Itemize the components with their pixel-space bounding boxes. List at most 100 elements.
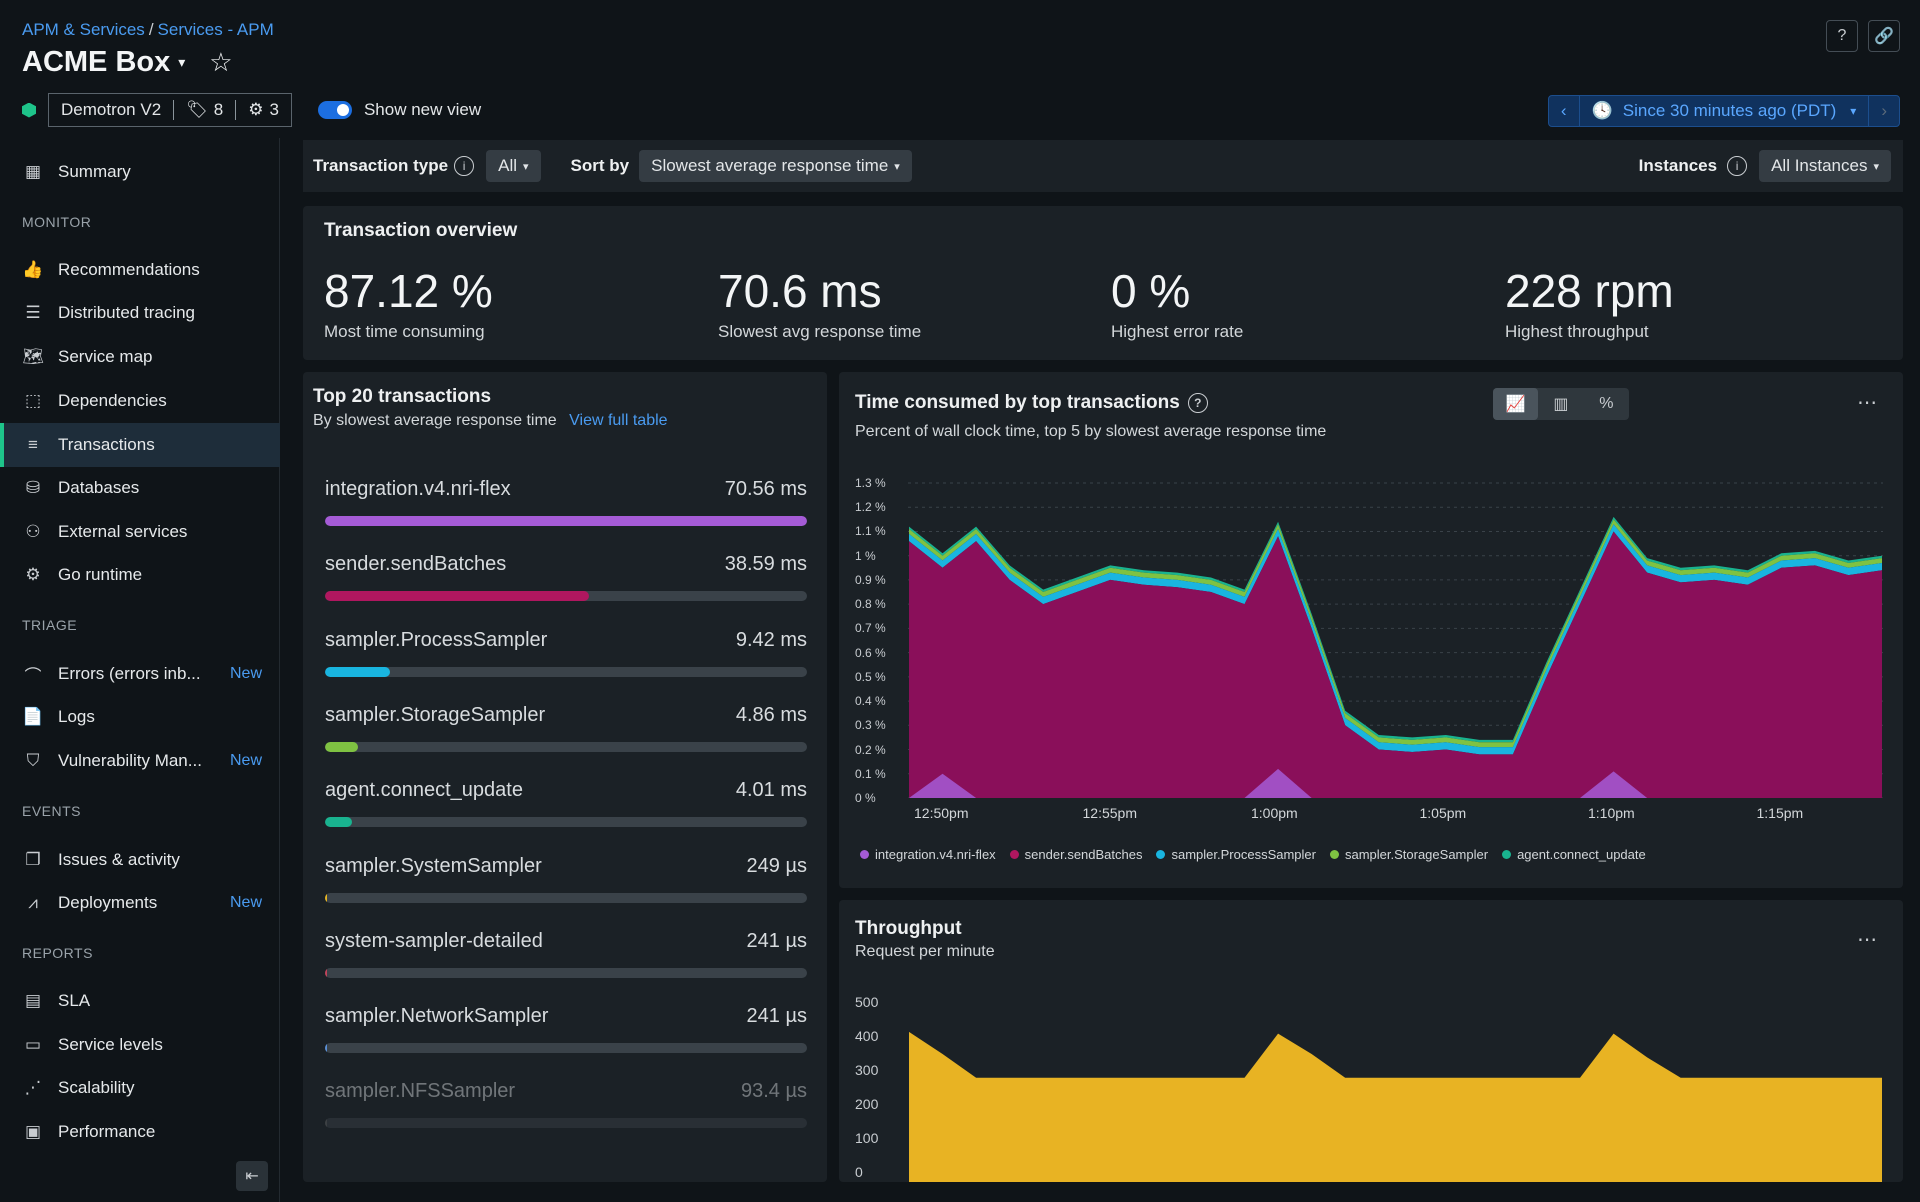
entity-box[interactable]: Demotron V2 🏷 8 ⚙ 3 <box>48 93 292 127</box>
list-item[interactable]: integration.v4.nri-flex 70.56 ms <box>325 478 807 526</box>
transaction-name: sampler.NFSSampler <box>325 1080 516 1103</box>
dependencies-icon: ⬚ <box>24 391 42 410</box>
list-item[interactable]: sampler.NetworkSampler 241 µs <box>325 1005 807 1054</box>
time-range-dropdown[interactable]: 🕓 Since 30 minutes ago (PDT) ▾ <box>1580 96 1870 126</box>
bar-chart-icon[interactable]: ▥ <box>1553 396 1569 413</box>
tags-count[interactable]: 8 <box>213 100 224 119</box>
collapse-sidebar-button[interactable]: ⇤ <box>236 1161 268 1191</box>
progress-fill <box>325 666 390 677</box>
sidebar-item-service-map[interactable]: 🗺 Service map <box>0 335 280 379</box>
y-tick-label: 1.3 % <box>855 476 886 490</box>
time-range-label: Since 30 minutes ago (PDT) <box>1622 101 1837 120</box>
series-area-sender-sendbatches[interactable] <box>909 531 1882 798</box>
percent-icon[interactable]: % <box>1599 395 1614 412</box>
y-tick-label: 0.3 % <box>855 718 886 733</box>
sidebar-item-label: Issues & activity <box>58 850 180 869</box>
chart-legend: integration.v4.nri-flex sender.sendBatche… <box>860 847 1646 862</box>
y-tick-label: 0.4 % <box>855 694 886 709</box>
metric-value: 70.6 ms <box>718 265 882 317</box>
help-icon[interactable]: ? <box>1187 393 1208 413</box>
list-item[interactable]: sender.sendBatches 38.59 ms <box>325 553 807 602</box>
sidebar-item-vulnerability[interactable]: ⛉ Vulnerability Man... New <box>0 739 280 783</box>
legend-item[interactable]: sampler.StorageSampler <box>1329 847 1488 862</box>
sidebar-item-label: Errors (errors inb... <box>58 664 201 683</box>
progress-fill <box>325 1043 328 1054</box>
chevron-down-icon[interactable]: ▾ <box>178 54 186 70</box>
performance-icon: ▣ <box>24 1122 42 1141</box>
time-picker[interactable]: ‹ 🕓 Since 30 minutes ago (PDT) ▾ › <box>1547 95 1900 127</box>
divider <box>173 100 175 120</box>
area-chart-icon[interactable]: 📈 <box>1493 388 1539 420</box>
sidebar-item-external-services[interactable]: ⚇ External services <box>0 510 280 554</box>
series-area-sampler-storagesampler[interactable] <box>909 519 1882 748</box>
entity-meta-row: Demotron V2 🏷 8 ⚙ 3 Show new view <box>22 93 481 127</box>
legend-label: agent.connect_update <box>1517 847 1646 862</box>
list-item[interactable]: sampler.SystemSampler 249 µs <box>325 855 807 903</box>
chevron-down-icon: ▾ <box>523 160 529 173</box>
legend-item[interactable]: agent.connect_update <box>1502 847 1646 862</box>
breadcrumb-services[interactable]: Services - APM <box>157 20 274 39</box>
sidebar-item-label: Dependencies <box>58 391 167 410</box>
sidebar-item-databases[interactable]: ⛁ Databases <box>0 466 280 510</box>
more-options-icon[interactable]: ⋯ <box>1857 929 1878 951</box>
sidebar-item-go-runtime[interactable]: ⚙ Go runtime <box>0 553 280 597</box>
hosts-icon[interactable]: ⚙ <box>248 100 264 119</box>
list-item[interactable]: agent.connect_update 4.01 ms <box>325 779 807 828</box>
progress-track <box>325 666 807 677</box>
entity-account[interactable]: Demotron V2 <box>61 100 162 119</box>
chart-type-toggle[interactable]: 📈 ▥ % <box>1493 388 1629 420</box>
map-icon: 🗺 <box>22 347 44 366</box>
list-item[interactable]: sampler.ProcessSampler 9.42 ms <box>325 629 807 677</box>
tag-icon[interactable]: 🏷 <box>186 100 208 119</box>
sidebar-item-sla[interactable]: ▤ SLA <box>0 979 280 1023</box>
instances-dropdown[interactable]: All Instances ▾ <box>1759 150 1891 182</box>
sidebar-item-dependencies[interactable]: ⬚ Dependencies <box>0 379 280 423</box>
view-full-table-link[interactable]: View full table <box>569 412 668 429</box>
info-icon[interactable]: i <box>454 156 475 176</box>
series-area-sampler-processsampler[interactable] <box>909 524 1882 755</box>
time-prev-button[interactable]: ‹ <box>1549 96 1580 126</box>
legend-item[interactable]: sender.sendBatches <box>1009 847 1142 862</box>
list-item[interactable]: system-sampler-detailed 241 µs <box>325 929 807 978</box>
time-next-button[interactable]: › <box>1881 101 1887 120</box>
link-icon[interactable]: 🔗 <box>1868 20 1900 52</box>
x-tick-label: 1:10pm <box>1588 805 1635 821</box>
help-icon[interactable]: ? <box>1826 20 1858 52</box>
sort-by-dropdown[interactable]: Slowest average response time ▾ <box>639 150 912 182</box>
breadcrumb-apm[interactable]: APM & Services <box>22 20 145 39</box>
help-button[interactable]: ? <box>1826 20 1858 52</box>
info-icon[interactable]: i <box>1727 156 1748 176</box>
list-item[interactable]: sampler.StorageSampler 4.86 ms <box>325 704 807 752</box>
transaction-name: system-sampler-detailed <box>325 929 543 952</box>
sidebar-item-errors[interactable]: ⌒ Errors (errors inb... New <box>0 652 280 696</box>
metric-label: Most time consuming <box>324 322 485 341</box>
hosts-count[interactable]: 3 <box>269 100 279 119</box>
sidebar-item-logs[interactable]: 📄 Logs <box>0 695 280 739</box>
sidebar-item-service-levels[interactable]: ▭ Service levels <box>0 1023 280 1067</box>
section-reports: REPORTS <box>22 945 93 961</box>
legend-item[interactable]: integration.v4.nri-flex <box>860 847 996 862</box>
star-icon[interactable]: ☆ <box>209 47 233 77</box>
sidebar-item-distributed-tracing[interactable]: ☰ Distributed tracing <box>0 291 280 335</box>
progress-track <box>325 516 807 526</box>
new-badge: New <box>229 752 262 769</box>
show-new-view-toggle[interactable] <box>317 101 352 119</box>
more-options-icon[interactable]: ⋯ <box>1857 392 1878 414</box>
sidebar-item-summary[interactable]: ▦ Summary <box>0 150 280 194</box>
sidebar-item-recommendations[interactable]: 👍 Recommendations <box>0 248 280 292</box>
transaction-type-dropdown[interactable]: All ▾ <box>486 150 541 182</box>
page-title[interactable]: ACME Box ▾ ☆ <box>22 46 233 79</box>
throughput-area[interactable] <box>909 1031 1882 1182</box>
sidebar-item-issues[interactable]: ❐ Issues & activity <box>0 838 280 882</box>
sidebar-item-performance[interactable]: ▣ Performance <box>0 1110 280 1154</box>
time-chart-plot <box>908 482 1883 798</box>
legend-item[interactable]: sampler.ProcessSampler <box>1156 847 1316 862</box>
transaction-name: sampler.NetworkSampler <box>325 1005 549 1028</box>
sidebar-item-transactions[interactable]: ≡ Transactions <box>0 423 280 467</box>
list-item[interactable]: sampler.NFSSampler 93.4 µs <box>325 1080 807 1129</box>
section-events: EVENTS <box>22 803 82 819</box>
service-levels-icon: ▭ <box>24 1035 42 1054</box>
link-button[interactable]: 🔗 <box>1868 20 1900 52</box>
sidebar-item-deployments[interactable]: ⩘ Deployments New <box>0 881 280 925</box>
sidebar-item-scalability[interactable]: ⋰ Scalability <box>0 1066 280 1110</box>
